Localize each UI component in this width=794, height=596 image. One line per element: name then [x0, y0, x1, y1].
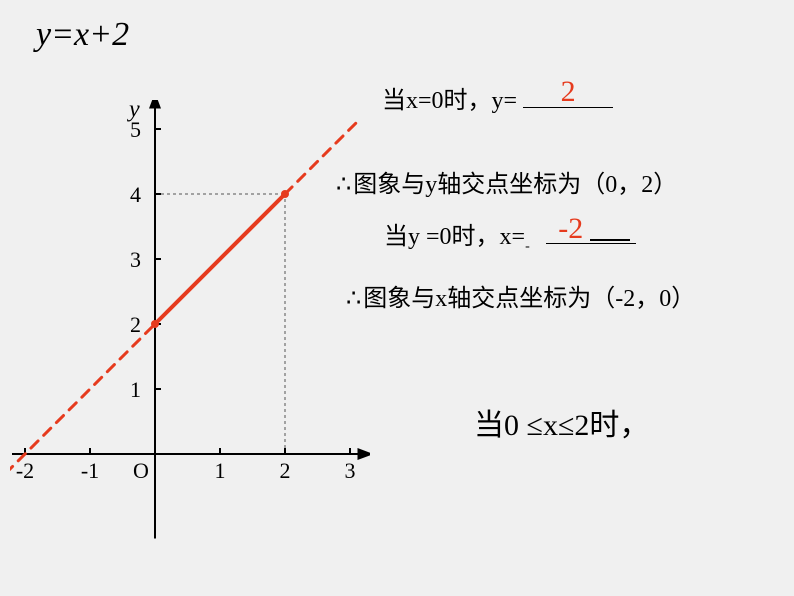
text-domain: 当0 ≤x≤2时，	[474, 409, 649, 442]
svg-text:3: 3	[345, 458, 356, 483]
annotation-x-intercept: ∴图象与x轴交点坐标为（-2，0）	[346, 278, 695, 313]
linear-function-chart: -2-112312345Oxy	[10, 100, 370, 570]
therefore-symbol-2: ∴	[346, 286, 361, 312]
annotation-domain: 当0 ≤x≤2时，	[474, 400, 649, 444]
annotation-y-intercept: ∴图象与y轴交点坐标为（0，2）	[336, 164, 677, 199]
svg-text:3: 3	[130, 247, 141, 272]
svg-text:2: 2	[130, 312, 141, 337]
annotation-when-y-zero: 当y =0时，x=- -2	[384, 216, 606, 255]
text-prefix-1: 当x=0时，y=	[382, 88, 523, 114]
svg-text:O: O	[133, 458, 149, 483]
text-x-intercept: 图象与x轴交点坐标为（-2，0）	[363, 286, 695, 312]
text-y-intercept: 图象与y轴交点坐标为（0，2）	[353, 172, 677, 198]
answer-y-value: 2	[561, 75, 576, 109]
svg-text:1: 1	[130, 377, 141, 402]
blank-1: 2	[523, 107, 613, 108]
svg-text:1: 1	[215, 458, 226, 483]
text-prefix-2: 当y =0时，x=	[384, 224, 525, 250]
chart-container: -2-112312345Oxy	[10, 100, 370, 570]
answer-x-value: -2	[558, 212, 583, 246]
therefore-symbol-1: ∴	[336, 172, 351, 198]
svg-text:2: 2	[280, 458, 291, 483]
svg-text:4: 4	[130, 182, 141, 207]
equation-title: y=x+2	[36, 16, 129, 54]
annotation-when-x-zero: 当x=0时，y= 2	[382, 80, 613, 115]
svg-text:-1: -1	[81, 458, 99, 483]
svg-text:y: y	[127, 100, 140, 123]
